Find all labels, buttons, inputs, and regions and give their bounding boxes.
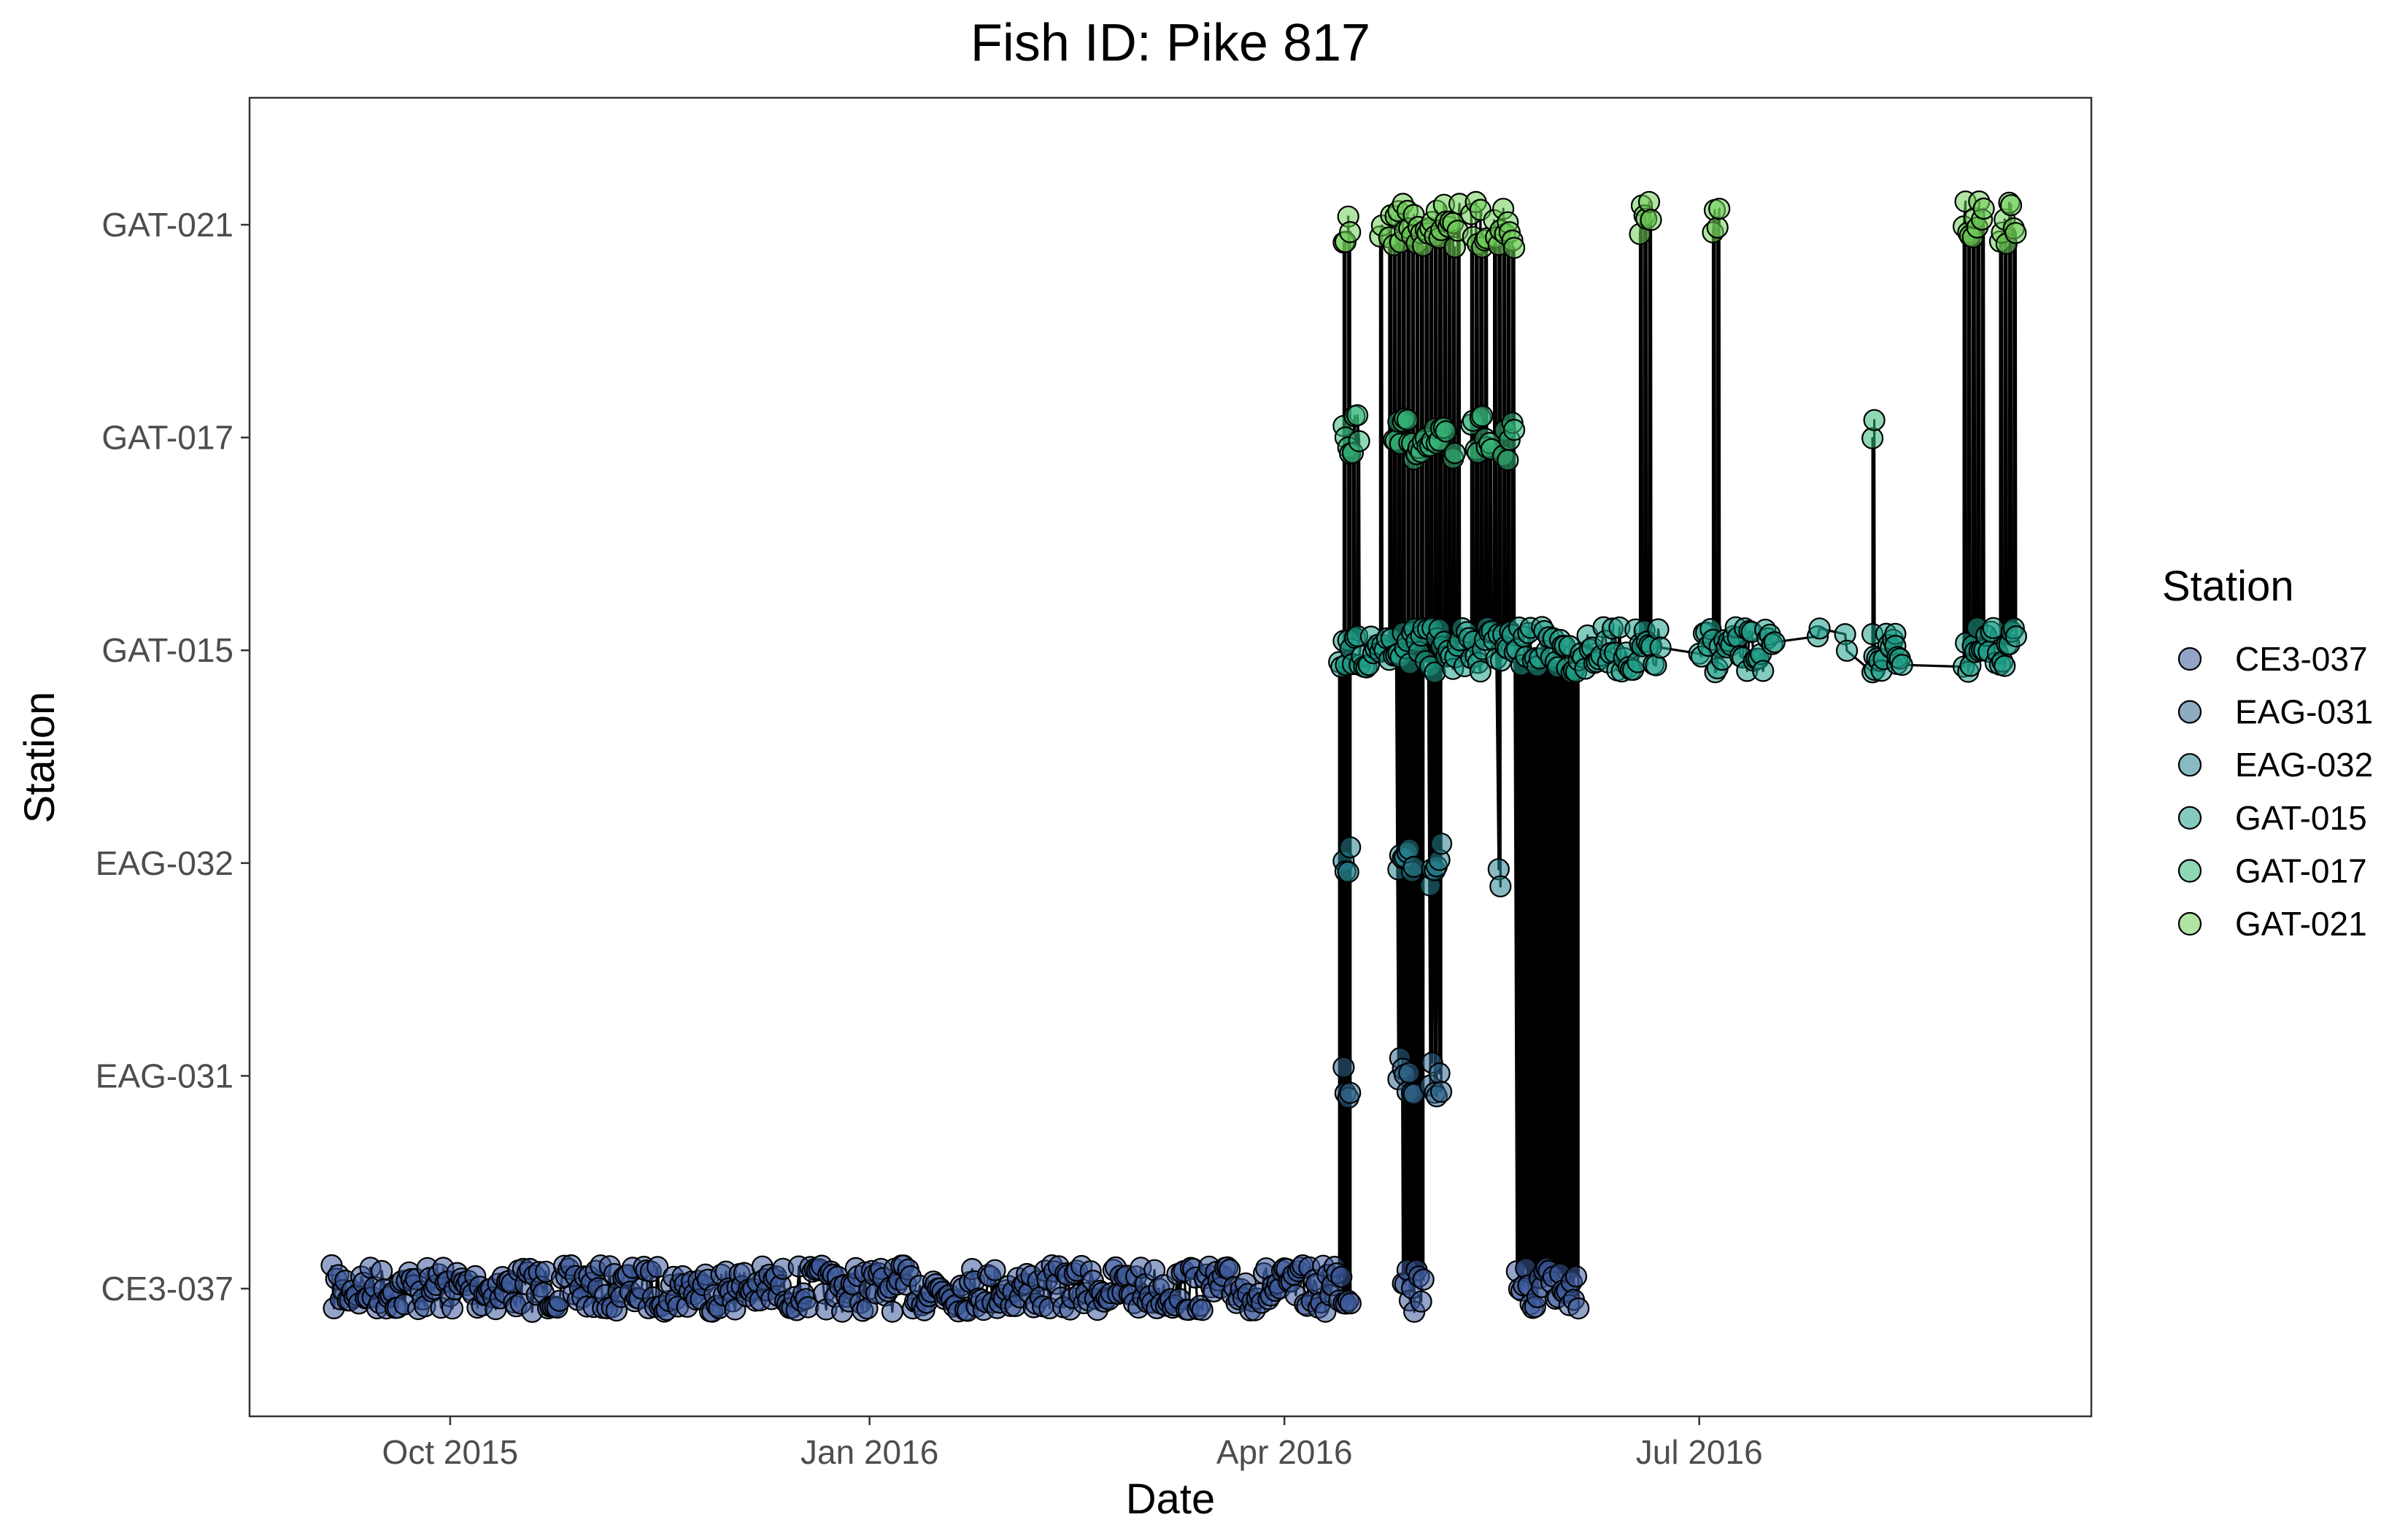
legend: CE3-037 EAG-031 EAG-032 GAT-015 GAT-017 GAT-0… (2177, 640, 2373, 943)
y-tick-label: EAG-031 (96, 1057, 234, 1095)
detection-point (1564, 1265, 1588, 1288)
detection-point (1708, 198, 1731, 220)
detection-point (1337, 860, 1359, 884)
detection-point (1412, 1268, 1435, 1291)
legend-title: Station (2162, 563, 2294, 610)
detection-point (2004, 222, 2027, 244)
legend-label: EAG-032 (2235, 746, 2373, 784)
x-tick-label: Apr 2016 (1216, 1433, 1353, 1471)
legend-key (2177, 911, 2202, 936)
legend-label: GAT-021 (2235, 905, 2367, 943)
detection-point (1489, 875, 1512, 898)
x-axis: Oct 2015 Jan 2016 Apr 2016 Jul 2016 (382, 1416, 1763, 1471)
detection-point (1808, 617, 1831, 640)
detection-point (1346, 404, 1369, 427)
plot-marks (320, 190, 2027, 1323)
x-tick-label: Jan 2016 (800, 1433, 938, 1471)
x-tick-label: Oct 2015 (382, 1433, 519, 1471)
detection-point (1706, 216, 1729, 239)
detection-point (1503, 418, 1526, 441)
detection-point (881, 1300, 904, 1323)
detection-point (1339, 836, 1362, 859)
detection-point (1994, 655, 2016, 677)
legend-key (2177, 753, 2202, 777)
legend-key (2177, 647, 2202, 671)
legend-label: GAT-015 (2235, 799, 2367, 837)
detection-point (1640, 209, 1662, 231)
detection-point (1836, 639, 1859, 662)
detection-point (647, 1256, 669, 1278)
detection-point (1497, 449, 1519, 471)
detection-point (1982, 617, 2004, 639)
x-axis-title: Date (1126, 1475, 1216, 1523)
legend-label: EAG-031 (2235, 693, 2373, 731)
detection-point (1649, 636, 1672, 659)
detection-point (1330, 1265, 1353, 1289)
y-axis: CE3-037 EAG-031 EAG-032 GAT-015 GAT-017 GAT-0… (96, 206, 250, 1308)
detection-point (1752, 660, 1775, 682)
y-tick-label: GAT-021 (101, 206, 234, 244)
y-tick-label: GAT-015 (101, 631, 234, 669)
detection-point (1443, 441, 1466, 465)
plot-panel-border (248, 96, 2093, 1418)
detection-point (1339, 1292, 1362, 1315)
detection-point (1410, 1290, 1432, 1313)
detection-point (1469, 660, 1492, 683)
detection-point (1763, 630, 1786, 654)
detection-point (1471, 404, 1494, 428)
detection-point (1396, 409, 1419, 431)
detection-point (1972, 197, 1995, 220)
detection-point (1191, 1299, 1213, 1321)
detection-point (1861, 427, 1884, 449)
y-tick-label: CE3-037 (101, 1270, 234, 1308)
detection-point (1332, 1056, 1355, 1078)
detection-point (2004, 625, 2027, 648)
detection-point (1398, 1062, 1421, 1084)
y-axis-title: Station (16, 692, 63, 824)
legend-label: CE3-037 (2235, 640, 2368, 678)
legend-key (2177, 859, 2202, 883)
detection-point (1435, 420, 1457, 443)
x-tick-label: Jul 2016 (1636, 1433, 1763, 1471)
detection-point (441, 1297, 464, 1320)
legend-key (2177, 700, 2202, 724)
detection-point (1567, 1297, 1590, 1320)
detection-point (1863, 409, 1886, 431)
detection-point (984, 1259, 1006, 1281)
detection-point (1402, 855, 1425, 879)
detection-point (371, 1259, 393, 1283)
legend-label: GAT-017 (2235, 852, 2367, 889)
detection-point (1339, 221, 1362, 244)
detection-point (1503, 236, 1526, 259)
y-tick-label: GAT-017 (101, 419, 234, 457)
detection-point (1429, 833, 1453, 855)
detection-point (1999, 194, 2023, 217)
legend-key (2177, 806, 2202, 830)
detection-point (1428, 1062, 1451, 1085)
detection-point (1891, 654, 1913, 676)
chart-title: Fish ID: Pike 817 (970, 14, 1370, 72)
detection-point (1429, 1081, 1453, 1103)
detection-point (1339, 1081, 1362, 1104)
detection-point (1647, 618, 1670, 641)
y-tick-label: EAG-032 (96, 844, 234, 882)
detection-point (1348, 430, 1370, 452)
